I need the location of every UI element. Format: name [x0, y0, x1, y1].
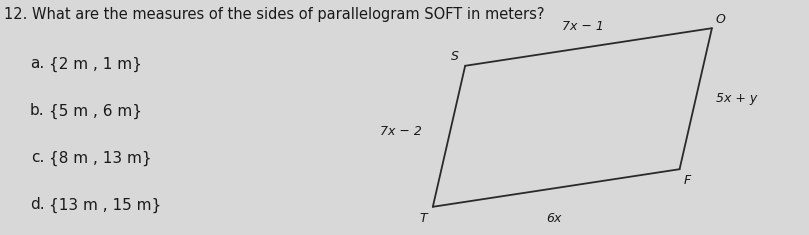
Text: {5 m , 6 m}: {5 m , 6 m}: [49, 103, 142, 119]
Text: d.: d.: [30, 197, 44, 212]
Text: O: O: [716, 13, 726, 26]
Text: {13 m , 15 m}: {13 m , 15 m}: [49, 197, 161, 213]
Text: 7x − 2: 7x − 2: [380, 125, 422, 138]
Text: S: S: [451, 51, 459, 63]
Text: T: T: [420, 212, 427, 224]
Text: a.: a.: [30, 56, 44, 71]
Text: 5x + y: 5x + y: [716, 92, 757, 105]
Text: {2 m , 1 m}: {2 m , 1 m}: [49, 56, 142, 72]
Text: {8 m , 13 m}: {8 m , 13 m}: [49, 150, 151, 166]
Text: F: F: [684, 174, 691, 187]
Text: 12. What are the measures of the sides of parallelogram SOFT in meters?: 12. What are the measures of the sides o…: [4, 7, 544, 22]
Text: b.: b.: [30, 103, 44, 118]
Text: c.: c.: [31, 150, 44, 165]
Text: 6x: 6x: [546, 212, 562, 224]
Text: 7x − 1: 7x − 1: [561, 20, 604, 33]
